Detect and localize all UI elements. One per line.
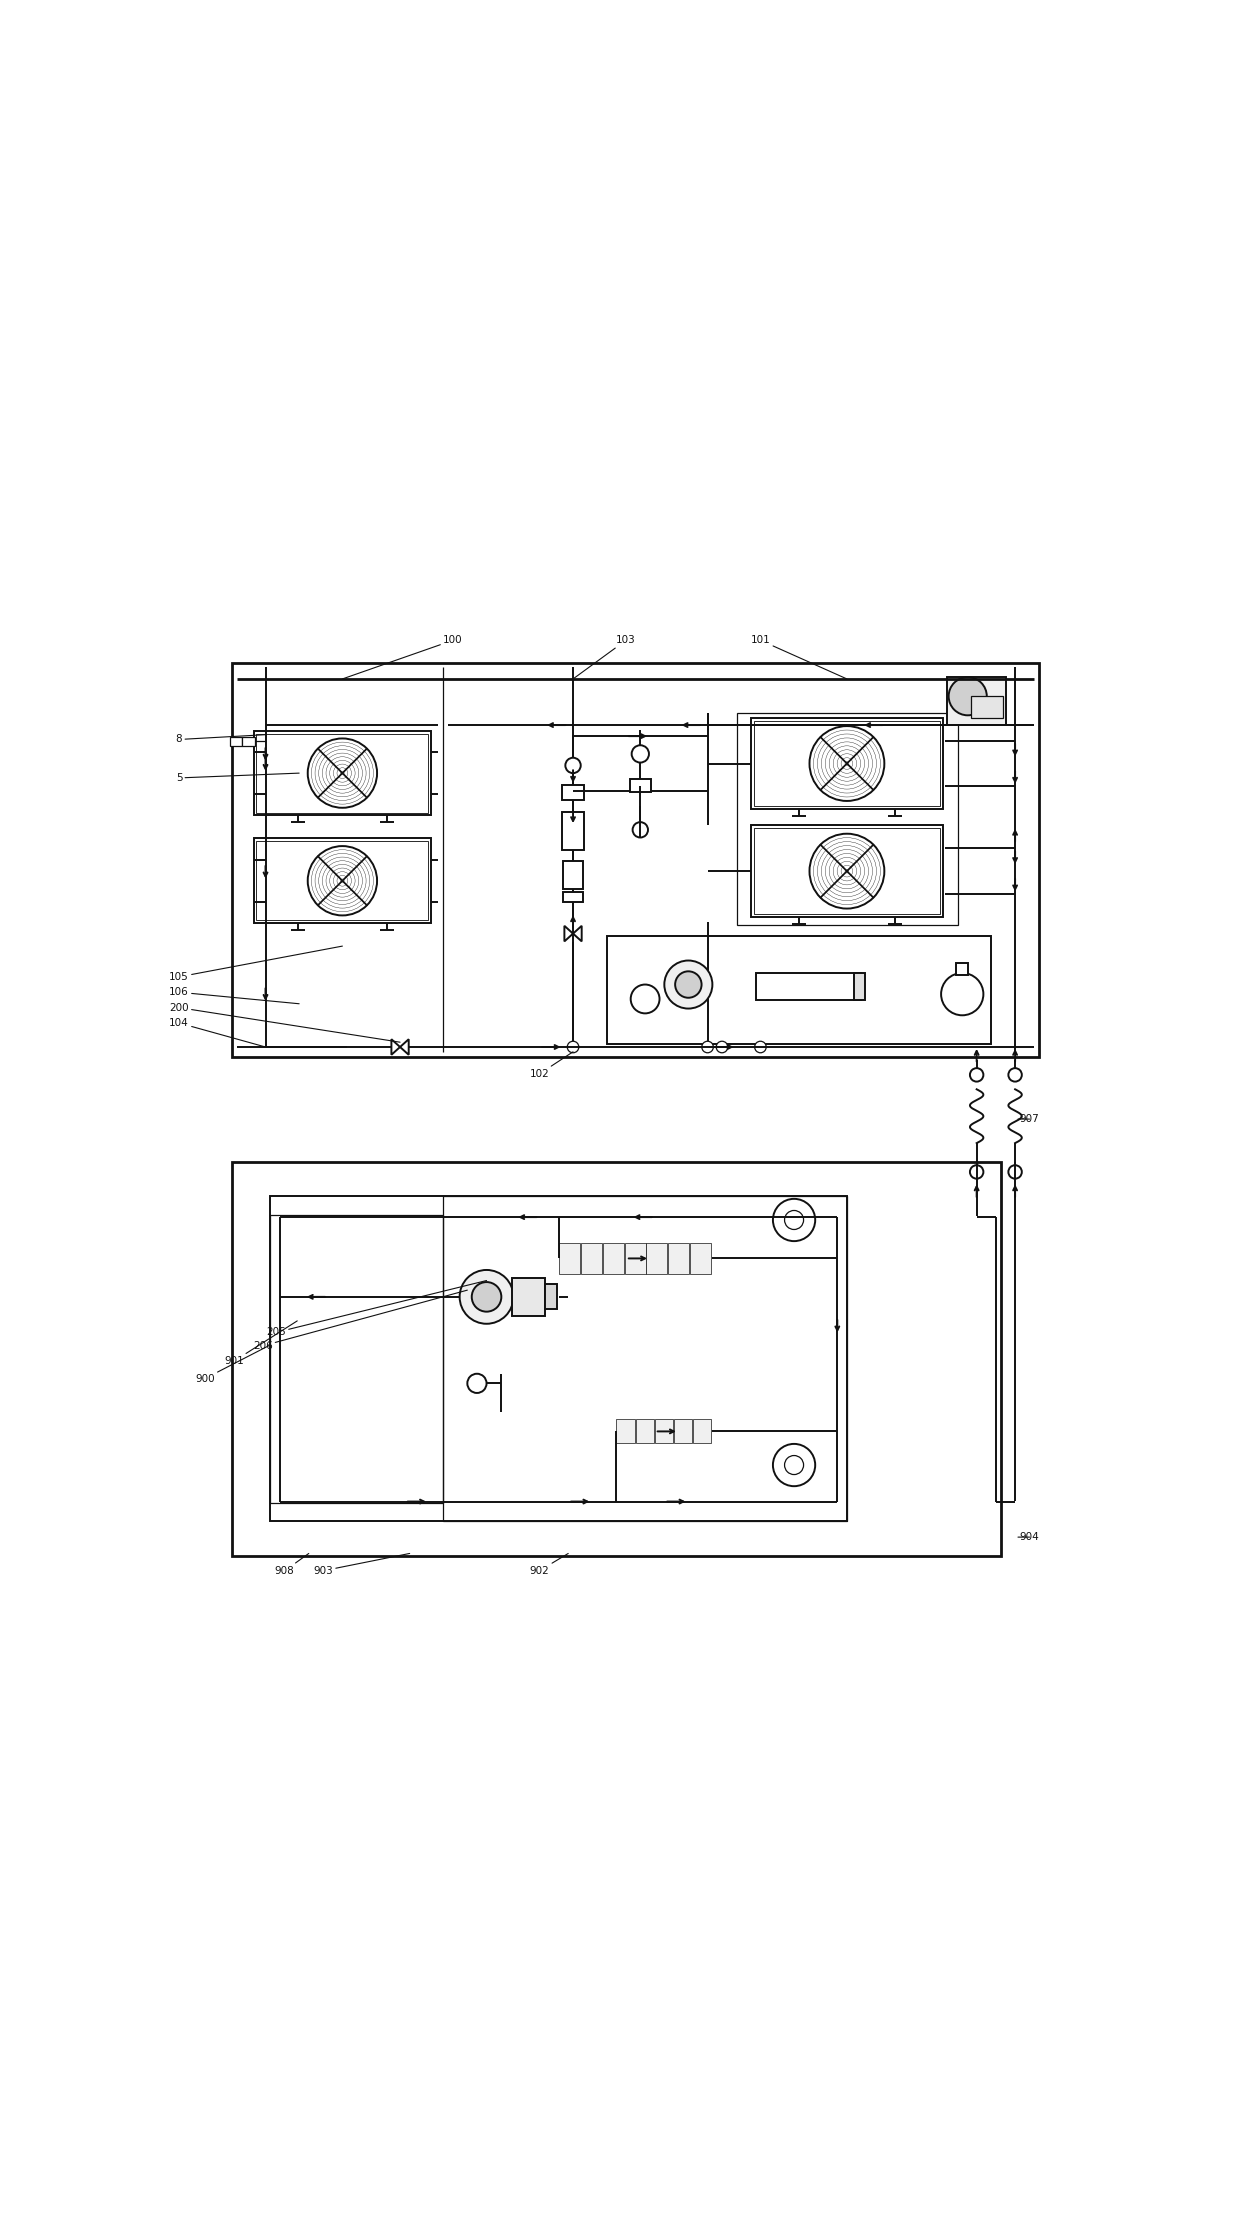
Circle shape [702,1042,713,1053]
Circle shape [755,1042,766,1053]
Bar [563,860,583,889]
Bar [625,1243,646,1274]
Circle shape [631,745,649,762]
Polygon shape [573,926,582,942]
Bar [270,1197,847,1520]
Text: 106: 106 [169,988,299,1004]
Bar [635,1420,653,1443]
Bar [751,718,944,809]
Polygon shape [401,1039,409,1055]
Circle shape [773,1445,815,1487]
Text: 102: 102 [529,1053,573,1079]
Bar [546,1285,557,1310]
Bar [751,827,944,917]
Text: 105: 105 [169,946,342,982]
Circle shape [675,971,702,997]
Bar [691,1243,712,1274]
Bar [512,1279,546,1316]
Bar [232,1163,1001,1556]
Text: 104: 104 [169,1017,265,1046]
Text: 100: 100 [342,636,463,678]
Bar [253,838,432,924]
Circle shape [970,1166,983,1179]
Bar [257,842,428,920]
Bar [754,720,940,807]
Circle shape [567,1042,579,1053]
Circle shape [970,1068,983,1081]
Circle shape [467,1374,486,1394]
Circle shape [1008,1068,1022,1081]
Text: 907: 907 [1018,1115,1039,1124]
Bar [616,1420,635,1443]
Text: 200: 200 [169,1002,401,1042]
Circle shape [941,973,983,1015]
Bar [563,811,584,851]
Bar [229,736,243,747]
Bar [646,1243,667,1274]
Circle shape [773,1199,815,1241]
Bar [738,714,959,924]
Bar [253,731,432,815]
Bar [580,1243,601,1274]
Text: 903: 903 [314,1553,409,1576]
Bar [243,736,255,747]
Bar [232,663,1039,1057]
Text: 103: 103 [573,636,636,678]
Circle shape [665,960,713,1008]
Bar [947,678,1007,725]
Circle shape [717,1042,728,1053]
Bar [444,1197,847,1520]
Text: 904: 904 [1018,1531,1039,1542]
Polygon shape [392,1039,401,1055]
Text: 8: 8 [176,733,265,745]
Bar [971,696,1003,718]
Bar [563,893,583,902]
Bar [558,1243,579,1274]
Text: 901: 901 [224,1321,298,1367]
Circle shape [1008,1166,1022,1179]
Bar [606,937,991,1044]
Circle shape [471,1283,501,1312]
Bar [603,1243,624,1274]
Bar [853,973,866,999]
Bar [693,1420,712,1443]
Polygon shape [564,926,573,942]
Bar [630,778,651,793]
Bar [668,1243,689,1274]
Circle shape [460,1270,513,1323]
Text: 5: 5 [176,773,299,782]
Bar [270,1214,444,1502]
Bar [563,784,584,800]
Circle shape [565,758,580,773]
Text: 900: 900 [195,1345,270,1383]
Circle shape [949,678,987,716]
Text: 902: 902 [529,1553,568,1576]
Text: 206: 206 [253,1290,467,1352]
Bar [754,829,940,913]
Bar [956,964,968,975]
Bar [675,1420,692,1443]
Circle shape [632,822,649,838]
Bar [257,733,428,813]
Text: 101: 101 [750,636,847,678]
Text: 205: 205 [267,1281,486,1338]
Text: 908: 908 [275,1553,309,1576]
Bar [655,1420,673,1443]
Bar [755,973,862,999]
